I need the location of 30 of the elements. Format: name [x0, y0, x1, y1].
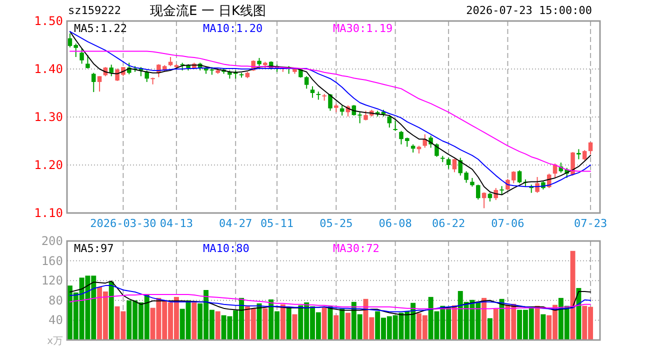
y-tick-label: 120 [41, 274, 63, 288]
x-tick-label: 05-11 [260, 217, 294, 230]
x-tick-label: 06-22 [432, 217, 466, 230]
chart-subtitle: sz159222 [68, 4, 121, 17]
y-tick-label: 1.20 [34, 158, 63, 172]
line-series [69, 294, 592, 310]
text: MA30:72 [333, 242, 380, 255]
x-tick-label: 06-08 [378, 217, 412, 230]
text: MA5:97 [74, 242, 114, 255]
x-tick-label: 07-06 [491, 217, 524, 230]
text: MA30:1.19 [333, 22, 393, 35]
y-tick-label: 1.50 [34, 14, 63, 28]
x-tick-label: 07-23 [574, 217, 608, 230]
x-tick-label: 04-27 [219, 217, 252, 230]
y-tick-label: 160 [41, 254, 63, 268]
x-tick-label: 05-25 [320, 217, 353, 230]
x-tick-label: 2026-03-30 [90, 217, 156, 230]
y-tick-label: 1.30 [34, 110, 63, 124]
y-axis-title: x万 [47, 336, 63, 347]
y-tick-label: 1.10 [34, 206, 63, 220]
text: 2026-07-23 15:00:00 [466, 4, 592, 17]
series-label: MA5:1.22 [74, 22, 127, 35]
text: MA10:1.20 [203, 22, 263, 35]
y-tick-label: 200 [41, 234, 63, 248]
x-tick-label: 04-13 [160, 217, 193, 230]
y-tick-label: 80 [48, 293, 63, 308]
text: MA10:80 [203, 242, 250, 255]
y-tick-label: 40 [48, 313, 63, 328]
chart-title: 现金流E 一 日K线图 [150, 3, 266, 19]
y-tick-label: 1.40 [34, 62, 63, 76]
